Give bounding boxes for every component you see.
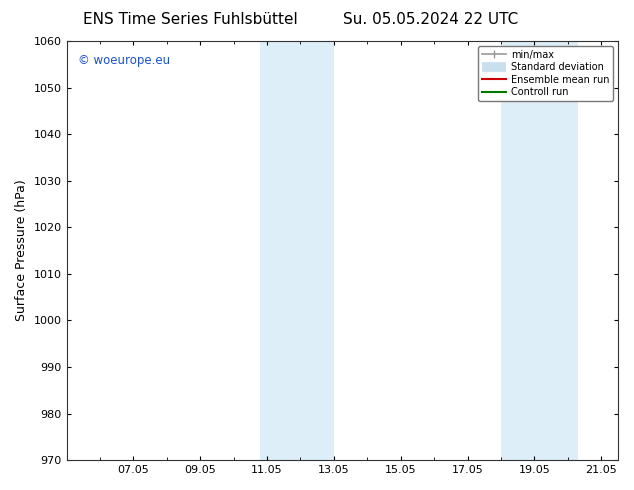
Bar	[501, 41, 578, 460]
Text: ENS Time Series Fuhlsbüttel: ENS Time Series Fuhlsbüttel	[83, 12, 297, 27]
Text: © woeurope.eu: © woeurope.eu	[77, 53, 170, 67]
Legend: min/max, Standard deviation, Ensemble mean run, Controll run: min/max, Standard deviation, Ensemble me…	[477, 46, 613, 101]
Text: Su. 05.05.2024 22 UTC: Su. 05.05.2024 22 UTC	[344, 12, 519, 27]
Y-axis label: Surface Pressure (hPa): Surface Pressure (hPa)	[15, 180, 28, 321]
Bar	[261, 41, 334, 460]
